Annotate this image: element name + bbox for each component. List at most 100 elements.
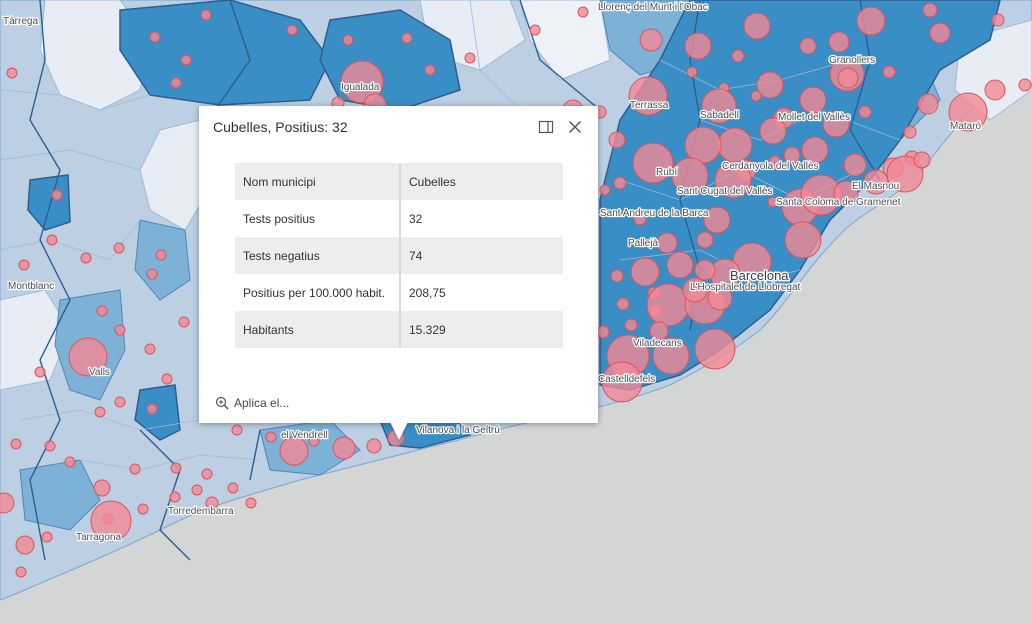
positive-tests-circle[interactable] (146, 403, 158, 415)
positive-tests-circle[interactable] (630, 257, 660, 287)
positive-tests-circle[interactable] (286, 24, 298, 36)
positive-tests-circle[interactable] (308, 435, 320, 447)
positive-tests-circle[interactable] (743, 12, 771, 40)
positive-tests-circle[interactable] (94, 406, 106, 418)
positive-tests-circle[interactable] (903, 125, 917, 139)
positive-tests-circle[interactable] (694, 259, 716, 281)
dock-popup-button[interactable] (537, 118, 555, 136)
positive-tests-circle[interactable] (632, 142, 674, 184)
positive-tests-circle[interactable] (856, 6, 886, 36)
positive-tests-circle[interactable] (366, 438, 382, 454)
positive-tests-circle[interactable] (922, 2, 938, 18)
positive-tests-circle[interactable] (113, 242, 125, 254)
positive-tests-circle[interactable] (801, 136, 829, 164)
positive-tests-circle[interactable] (686, 66, 698, 78)
positive-tests-circle[interactable] (146, 268, 158, 280)
positive-tests-circle[interactable] (759, 117, 787, 145)
positive-tests-circle[interactable] (178, 316, 190, 328)
positive-tests-circle[interactable] (656, 232, 678, 254)
positive-tests-circle[interactable] (666, 251, 694, 279)
positive-tests-circle[interactable] (684, 32, 712, 60)
positive-tests-circle[interactable] (624, 318, 638, 332)
positive-tests-circle[interactable] (613, 176, 627, 190)
positive-tests-circle[interactable] (114, 396, 126, 408)
positive-tests-circle[interactable] (96, 305, 108, 317)
positive-tests-circle[interactable] (201, 468, 213, 480)
positive-tests-circle[interactable] (342, 34, 354, 46)
positive-tests-circle[interactable] (701, 88, 737, 124)
positive-tests-circle[interactable] (783, 146, 801, 164)
positive-tests-circle[interactable] (882, 65, 896, 79)
positive-tests-circle[interactable] (577, 6, 589, 18)
positive-tests-circle[interactable] (231, 424, 243, 436)
positive-tests-circle[interactable] (707, 285, 733, 311)
positive-tests-circle[interactable] (833, 180, 859, 206)
positive-tests-circle[interactable] (41, 531, 53, 543)
positive-tests-circle[interactable] (149, 31, 161, 43)
positive-tests-circle[interactable] (51, 189, 63, 201)
positive-tests-circle[interactable] (639, 28, 663, 52)
positive-tests-circle[interactable] (170, 77, 182, 89)
positive-tests-circle[interactable] (80, 252, 92, 264)
positive-tests-circle[interactable] (633, 212, 647, 226)
positive-tests-circle[interactable] (279, 436, 309, 466)
positive-tests-circle[interactable] (948, 92, 988, 132)
positive-tests-circle[interactable] (799, 37, 817, 55)
positive-tests-circle[interactable] (205, 496, 219, 510)
positive-tests-circle[interactable] (767, 196, 779, 208)
positive-tests-circle[interactable] (18, 259, 30, 271)
positive-tests-circle[interactable] (401, 32, 413, 44)
positive-tests-circle[interactable] (863, 169, 889, 195)
positive-tests-circle[interactable] (984, 79, 1006, 101)
positive-tests-circle[interactable] (332, 436, 356, 460)
positive-tests-circle[interactable] (750, 90, 762, 102)
positive-tests-circle[interactable] (200, 9, 212, 21)
positive-tests-circle[interactable] (756, 71, 784, 99)
positive-tests-circle[interactable] (768, 155, 782, 169)
positive-tests-circle[interactable] (991, 13, 1005, 27)
positive-tests-circle[interactable] (93, 479, 111, 497)
positive-tests-circle[interactable] (610, 269, 624, 283)
positive-tests-circle[interactable] (929, 22, 951, 44)
positive-tests-circle[interactable] (64, 456, 76, 468)
positive-tests-circle[interactable] (886, 155, 924, 193)
positive-tests-circle[interactable] (858, 105, 872, 119)
positive-tests-circle[interactable] (68, 337, 108, 377)
positive-tests-circle[interactable] (15, 535, 35, 555)
positive-tests-circle[interactable] (529, 24, 541, 36)
positive-tests-circle[interactable] (616, 297, 630, 311)
positive-tests-circle[interactable] (596, 325, 610, 339)
positive-tests-circle[interactable] (608, 131, 626, 149)
positive-tests-circle[interactable] (917, 93, 939, 115)
positive-tests-circle[interactable] (828, 31, 850, 53)
positive-tests-circle[interactable] (161, 373, 173, 385)
positive-tests-circle[interactable] (227, 482, 239, 494)
positive-tests-circle[interactable] (137, 503, 149, 515)
positive-tests-circle[interactable] (245, 497, 257, 509)
positive-tests-circle[interactable] (599, 184, 611, 196)
positive-tests-circle[interactable] (265, 431, 277, 443)
positive-tests-circle[interactable] (170, 462, 182, 474)
positive-tests-circle[interactable] (696, 231, 714, 249)
positive-tests-circle[interactable] (822, 110, 850, 138)
positive-tests-circle[interactable] (155, 249, 167, 261)
positive-tests-circle[interactable] (717, 127, 753, 163)
positive-tests-circle[interactable] (843, 153, 867, 177)
zoom-to-action[interactable]: Aplica el... (215, 396, 289, 410)
positive-tests-circle[interactable] (169, 491, 181, 503)
positive-tests-circle[interactable] (601, 361, 643, 403)
positive-tests-circle[interactable] (90, 500, 132, 542)
positive-tests-circle[interactable] (1018, 78, 1032, 92)
positive-tests-circle[interactable] (6, 67, 18, 79)
positive-tests-circle[interactable] (682, 277, 708, 303)
positive-tests-circle[interactable] (714, 161, 752, 199)
positive-tests-circle[interactable] (44, 440, 56, 452)
positive-tests-circle[interactable] (15, 566, 27, 578)
positive-tests-circle[interactable] (913, 151, 931, 169)
positive-tests-circle[interactable] (628, 76, 668, 116)
positive-tests-circle[interactable] (731, 49, 745, 63)
positive-tests-circle[interactable] (180, 54, 192, 66)
positive-tests-circle[interactable] (340, 60, 384, 104)
close-popup-button[interactable] (566, 118, 584, 136)
